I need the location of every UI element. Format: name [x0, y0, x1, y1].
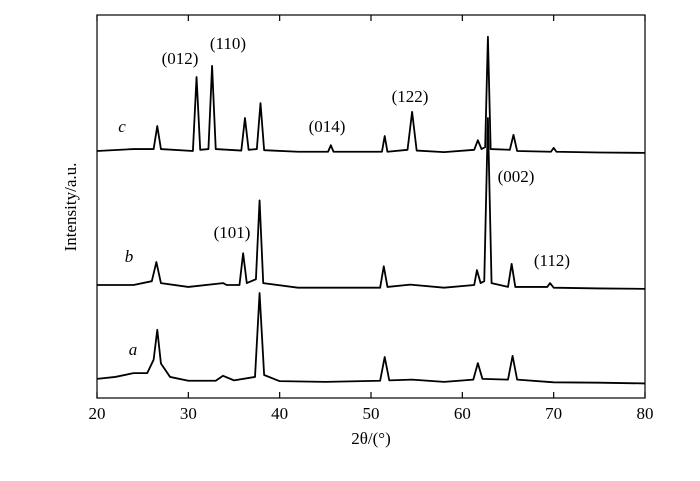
spectrum-line [97, 117, 646, 290]
x-tick-label: 50 [363, 404, 380, 423]
y-axis-label: Intensity/a.u. [61, 163, 80, 252]
peak-annotation: (014) [309, 117, 346, 136]
peak-annotation: (110) [210, 34, 246, 53]
x-tick-label: 70 [545, 404, 562, 423]
x-tick-label: 80 [637, 404, 654, 423]
series-label: b [125, 247, 134, 266]
peak-annotation: (101) [214, 223, 251, 242]
peak-annotation: (012) [162, 49, 199, 68]
x-tick-label: 20 [89, 404, 106, 423]
x-tick-label: 30 [180, 404, 197, 423]
spectrum-line [96, 35, 646, 154]
spectrum-line [96, 292, 646, 385]
peak-annotation: (002) [498, 167, 535, 186]
x-tick-label: 40 [271, 404, 288, 423]
plot-frame [96, 14, 646, 399]
peak-annotation: (122) [392, 87, 429, 106]
x-tick-label: 60 [454, 404, 471, 423]
series-label: a [129, 340, 138, 359]
peak-annotation: (112) [534, 251, 570, 270]
series-label: c [118, 117, 126, 136]
x-axis-label: 2θ/(°) [351, 429, 391, 448]
